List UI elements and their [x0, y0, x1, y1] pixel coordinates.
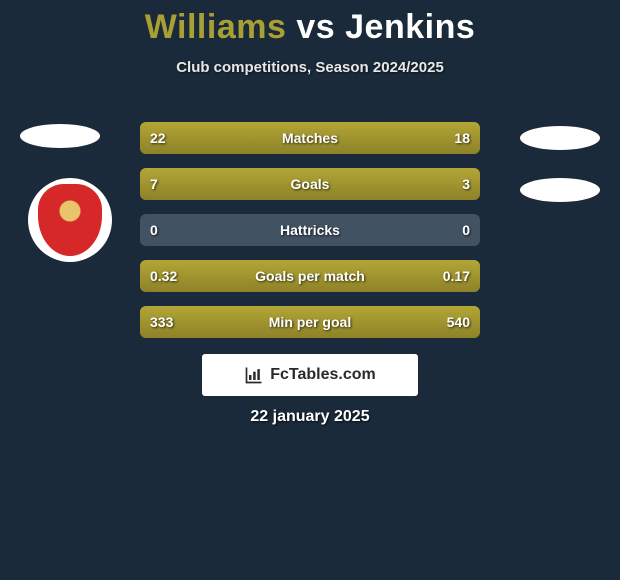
- stat-value-left: 0: [140, 214, 168, 246]
- stat-value-left: 22: [140, 122, 176, 154]
- stats-container: Matches22 18 Goals7 3 Hattricks0 0 Goals per m…: [140, 122, 480, 352]
- stat-label: Goals: [140, 168, 480, 200]
- club-crest-icon: [28, 178, 112, 262]
- stat-value-right: 0.17: [433, 260, 480, 292]
- chart-icon: [244, 365, 264, 385]
- stat-value-right: 18: [444, 122, 480, 154]
- stat-row: Matches22 18: [140, 122, 480, 154]
- stat-label: Goals per match: [140, 260, 480, 292]
- stat-value-right: 0: [452, 214, 480, 246]
- stat-row: Min per goal333 540: [140, 306, 480, 338]
- stat-value-right: 540: [437, 306, 480, 338]
- brand-label: FcTables.com: [270, 366, 376, 384]
- player2-club-placeholder-icon: [520, 178, 600, 202]
- stat-row: Goals per match0.32 0.17: [140, 260, 480, 292]
- vs-text: vs: [296, 8, 335, 46]
- stat-label: Matches: [140, 122, 480, 154]
- stat-value-left: 7: [140, 168, 168, 200]
- stat-value-left: 0.32: [140, 260, 187, 292]
- stat-row: Goals7 3: [140, 168, 480, 200]
- player2-placeholder-icon: [520, 126, 600, 150]
- player1-name: Williams: [145, 8, 287, 46]
- date-label: 22 january 2025: [0, 408, 620, 426]
- stat-row: Hattricks0 0: [140, 214, 480, 246]
- brand-link[interactable]: FcTables.com: [202, 354, 418, 396]
- stat-label: Hattricks: [140, 214, 480, 246]
- player1-placeholder-icon: [20, 124, 100, 148]
- stat-value-right: 3: [452, 168, 480, 200]
- subtitle: Club competitions, Season 2024/2025: [0, 59, 620, 76]
- player2-name: Jenkins: [345, 8, 475, 46]
- stat-label: Min per goal: [140, 306, 480, 338]
- page-title: Williams vs Jenkins: [0, 0, 620, 47]
- stat-value-left: 333: [140, 306, 183, 338]
